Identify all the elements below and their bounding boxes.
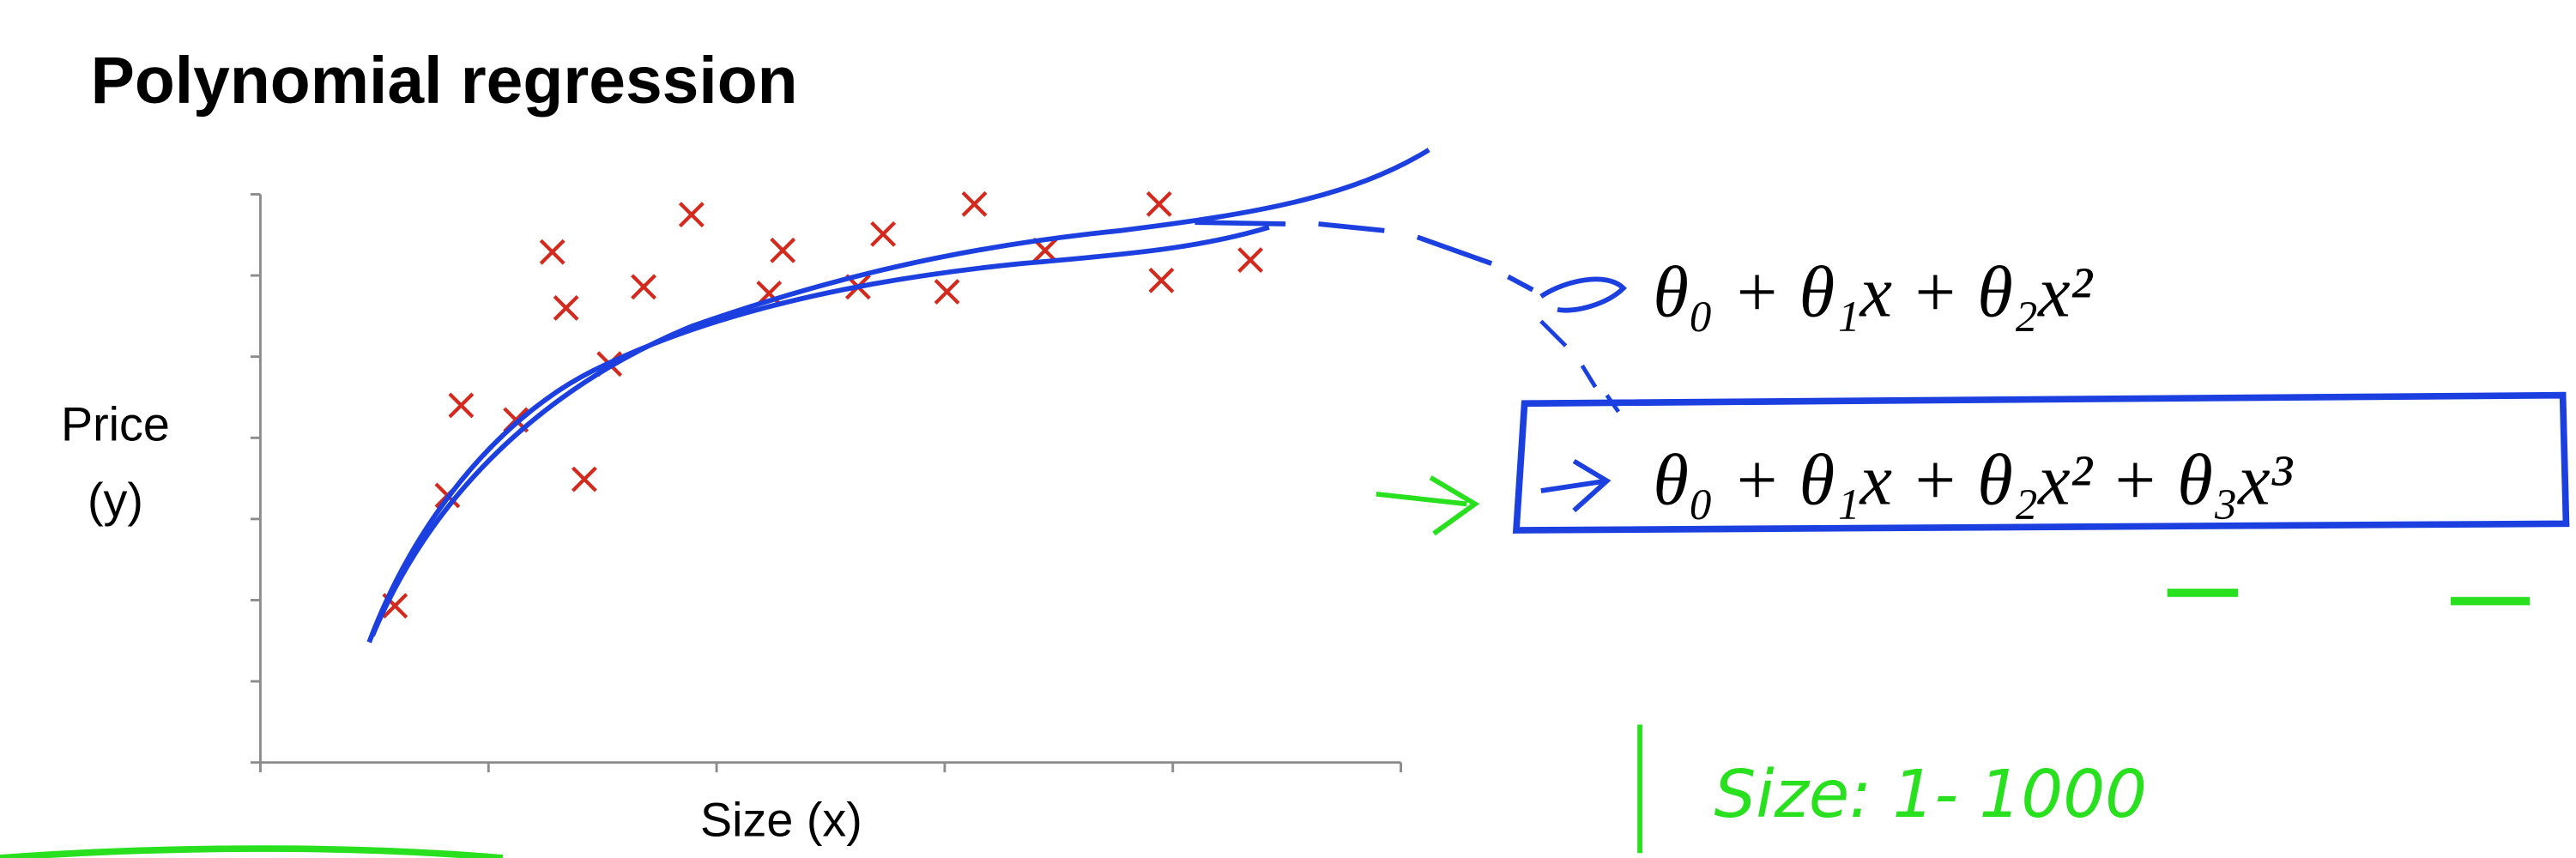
- data-point: [553, 294, 579, 321]
- data-point: [870, 221, 897, 247]
- data-point: [1148, 267, 1175, 293]
- data-point: [934, 279, 960, 305]
- data-point: [961, 190, 988, 217]
- data-point: [631, 274, 656, 300]
- cubic-fit: [370, 148, 1430, 637]
- slide-title: Polynomial regression: [91, 44, 798, 118]
- data-point: [1146, 190, 1172, 217]
- formula-cubic: θ₀ + θ₁x + θ₂x² + θ₃x³: [1653, 441, 2293, 521]
- handwritten-note: Size: 1- 1000: [1714, 757, 2147, 833]
- data-point: [571, 466, 597, 492]
- underline: [2167, 589, 2531, 606]
- data-point: [770, 237, 796, 263]
- y-axis-label: Price: [61, 398, 170, 451]
- x-axis-label: Size (x): [700, 793, 862, 846]
- y-axis-label: (y): [88, 474, 143, 527]
- data-point: [1237, 247, 1264, 274]
- data-point: [448, 392, 475, 419]
- data-point: [539, 239, 565, 265]
- highlight-box: [1512, 391, 2570, 534]
- formula-quadratic: θ₀ + θ₁x + θ₂x²: [1653, 253, 2093, 333]
- arrow-head: [1539, 276, 1627, 313]
- green-stroke: [0, 845, 504, 858]
- quadratic-fit: [366, 225, 1270, 644]
- arrow: [1540, 458, 1612, 513]
- dashed-arrow: [1194, 220, 1534, 293]
- green-arrow: [1376, 475, 1480, 536]
- data-point: [678, 202, 704, 228]
